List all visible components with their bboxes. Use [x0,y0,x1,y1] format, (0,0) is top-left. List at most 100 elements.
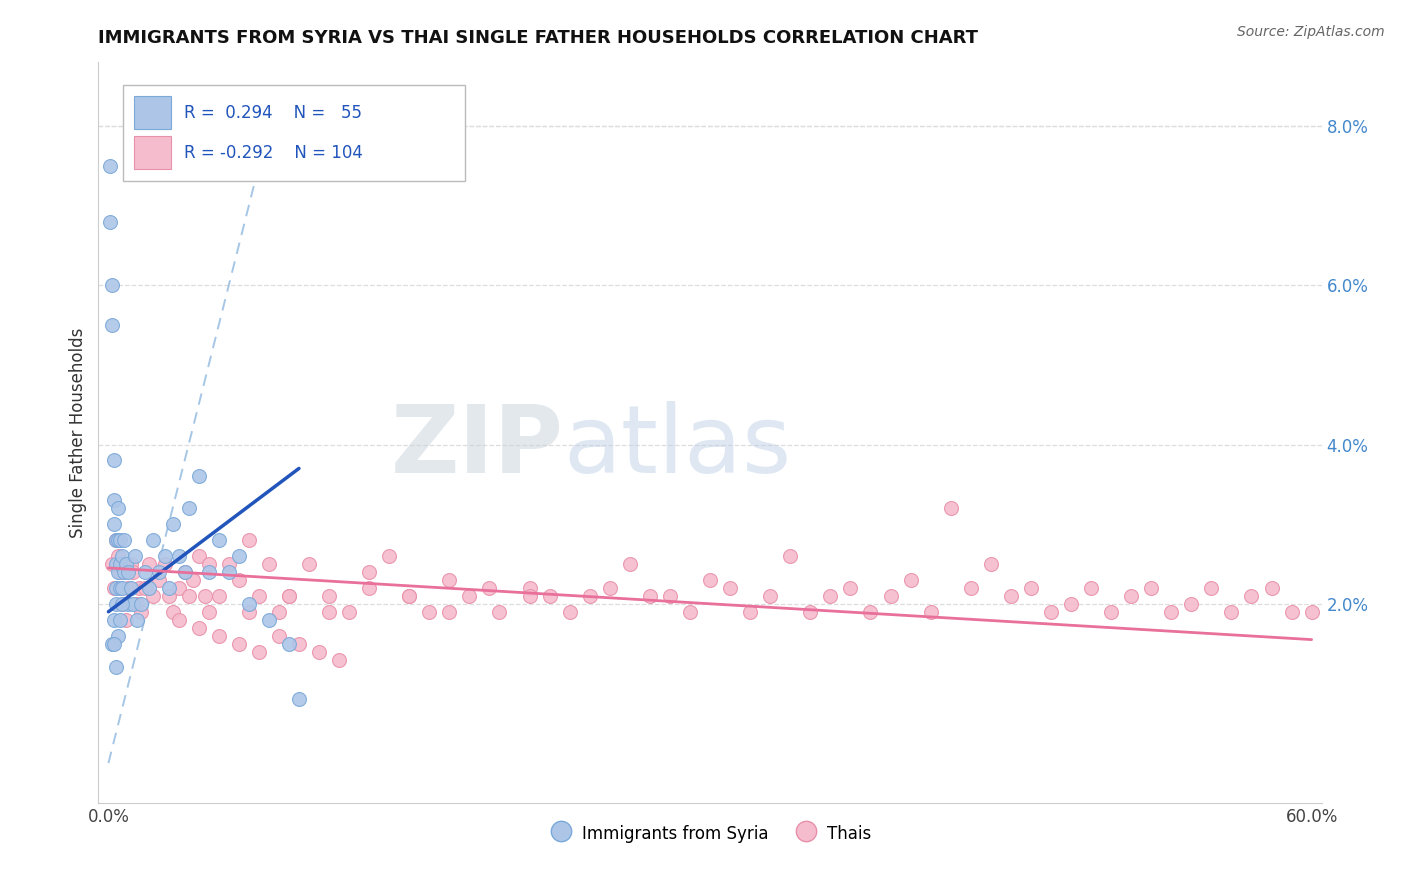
Point [103,613,125,627]
Text: atlas: atlas [564,401,792,493]
Point [1060,597,1083,611]
Point [439,605,461,619]
Point [103,493,125,508]
Point [820,589,842,603]
Point [328,652,350,666]
Point [1220,605,1243,619]
Point [157,581,180,595]
FancyBboxPatch shape [134,136,170,169]
Point [1039,605,1062,619]
Point [100,159,122,173]
Point [959,581,981,595]
Point [114,565,136,579]
Point [110,557,132,571]
Point [128,581,150,595]
Point [478,581,501,595]
Point [187,549,209,563]
Point [114,533,136,547]
Point [120,581,142,595]
Point [105,597,128,611]
Point [939,501,962,516]
Point [115,557,138,571]
Point [1240,589,1263,603]
Point [638,589,661,603]
Point [121,565,143,579]
Point [167,581,190,595]
Point [162,605,184,619]
Point [148,573,170,587]
Point [124,549,146,563]
Point [318,605,340,619]
Point [519,581,541,595]
Point [238,597,260,611]
Point [980,557,1002,571]
Point [228,549,250,563]
Point [398,589,420,603]
Point [1301,605,1323,619]
Point [1000,589,1022,603]
Point [111,581,134,595]
Point [157,589,180,603]
Point [110,581,132,595]
Point [167,549,190,563]
Point [267,629,290,643]
Point [138,557,160,571]
Point [105,581,128,595]
Point [1140,581,1163,595]
Point [1260,581,1282,595]
Point [238,605,260,619]
Point [718,581,741,595]
Point [111,597,134,611]
Legend: Immigrants from Syria, Thais: Immigrants from Syria, Thais [543,816,877,850]
Point [110,565,132,579]
Point [247,644,270,658]
Point [288,637,311,651]
Point [208,629,231,643]
Point [1281,605,1303,619]
Point [488,605,510,619]
Point [148,565,170,579]
Point [101,557,124,571]
Point [418,605,440,619]
Point [134,581,156,595]
Point [107,533,129,547]
Point [115,613,138,627]
Text: R = -0.292    N = 104: R = -0.292 N = 104 [184,144,363,161]
Point [117,565,139,579]
Text: R =  0.294    N =   55: R = 0.294 N = 55 [184,103,363,122]
Point [187,621,209,635]
FancyBboxPatch shape [134,96,170,129]
Point [359,565,381,579]
Point [197,557,219,571]
Point [117,597,139,611]
Point [458,589,481,603]
Point [121,597,143,611]
Point [439,573,461,587]
Point [107,501,129,516]
Point [599,581,621,595]
Point [799,605,821,619]
Point [228,637,250,651]
Point [277,637,299,651]
Point [110,613,132,627]
Point [101,637,124,651]
Point [337,605,360,619]
Point [318,589,340,603]
Text: Source: ZipAtlas.com: Source: ZipAtlas.com [1237,25,1385,39]
Point [105,533,128,547]
Point [759,589,782,603]
Point [288,692,311,706]
Point [218,557,240,571]
Point [129,605,152,619]
Point [138,581,160,595]
Point [398,589,420,603]
Point [107,549,129,563]
Point [298,557,321,571]
Point [538,589,561,603]
Point [1080,581,1102,595]
Point [267,605,290,619]
Point [101,278,124,293]
Point [740,605,762,619]
Point [208,589,231,603]
Point [1019,581,1042,595]
